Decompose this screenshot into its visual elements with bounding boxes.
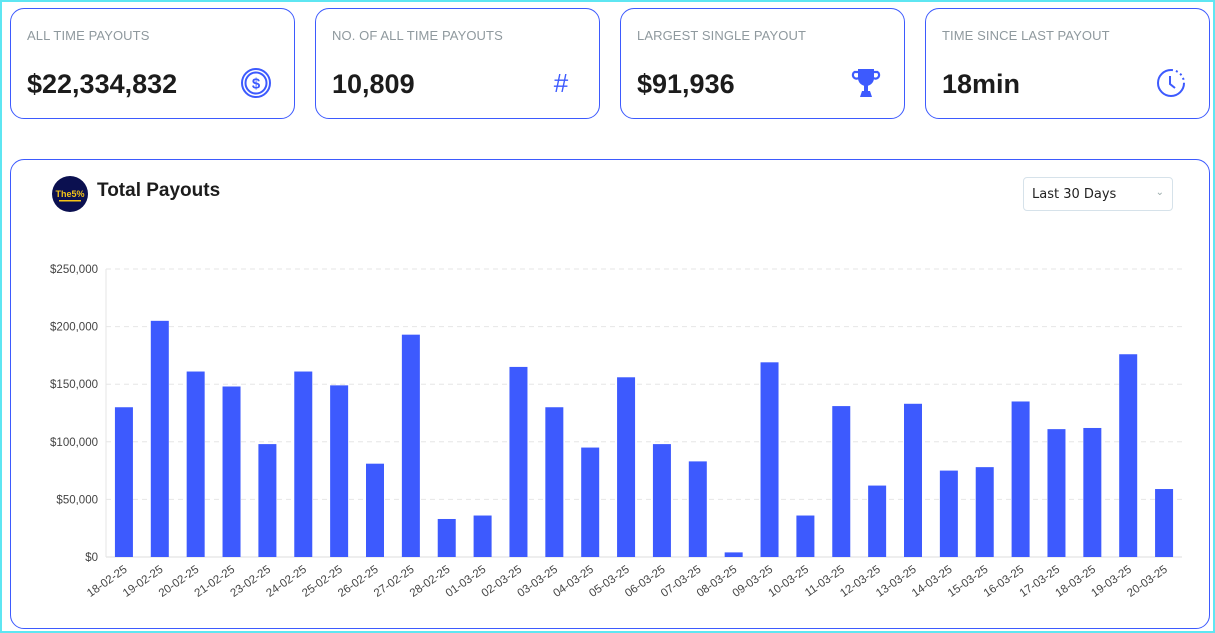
bar (796, 515, 815, 557)
brand-logo: The5% (52, 176, 88, 212)
y-tick-label: $150,000 (50, 379, 98, 391)
y-tick-label: $50,000 (56, 494, 98, 506)
dollar-coin-icon: $ (240, 67, 272, 99)
bar (904, 403, 922, 557)
bar (366, 463, 384, 557)
bar (832, 406, 851, 557)
bar (437, 518, 456, 557)
total-payouts-panel: The5% Total Payouts Last 30 Days ⌄ $0 $50… (10, 159, 1210, 629)
stat-value: $91,936 (637, 69, 735, 99)
bar (509, 366, 528, 557)
bar (1119, 354, 1138, 557)
bar (150, 320, 169, 557)
stat-label: LARGEST SINGLE PAYOUT (637, 28, 806, 43)
y-tick-label: $100,000 (50, 437, 98, 449)
bar (975, 467, 994, 557)
bar (186, 371, 205, 557)
date-range-select[interactable]: Last 30 Days ⌄ (1023, 177, 1173, 211)
stat-value: 18min (942, 69, 1021, 99)
y-tick-label: $250,000 (50, 264, 98, 276)
clock-icon (1155, 67, 1187, 99)
y-tick-label: $200,000 (50, 322, 98, 334)
bar (222, 386, 241, 557)
stat-card-payout-count: NO. OF ALL TIME PAYOUTS 10,809 # (315, 8, 600, 119)
bar (401, 334, 420, 557)
bar (545, 407, 564, 557)
stat-card-largest-payout: LARGEST SINGLE PAYOUT $91,936 (620, 8, 905, 119)
bar (258, 444, 277, 557)
hash-icon: # (553, 67, 569, 98)
y-tick-label: $0 (85, 552, 98, 564)
x-tick-label: 10-03-25 (767, 564, 812, 600)
trophy-icon (850, 67, 882, 99)
stat-label: NO. OF ALL TIME PAYOUTS (332, 28, 503, 43)
stat-card-all-time-payouts: ALL TIME PAYOUTS $22,334,832 $ (10, 8, 295, 119)
stat-value: $22,334,832 (27, 69, 178, 99)
bar (724, 552, 743, 557)
stat-label: ALL TIME PAYOUTS (27, 28, 150, 43)
bar (939, 470, 958, 557)
stat-card-time-since-last: TIME SINCE LAST PAYOUT 18min (925, 8, 1210, 119)
bar (688, 461, 707, 557)
bar (652, 444, 671, 557)
bar (1155, 489, 1174, 557)
bar (473, 515, 492, 557)
bar (330, 385, 349, 557)
bar (581, 447, 600, 557)
stat-label: TIME SINCE LAST PAYOUT (942, 28, 1110, 43)
bar (868, 485, 887, 557)
bar (114, 407, 133, 557)
bar (294, 371, 313, 557)
bar (1083, 427, 1102, 557)
chevron-down-icon: ⌄ (1155, 187, 1164, 198)
bar (1011, 401, 1030, 557)
x-tick-label: 20-03-25 (1125, 564, 1170, 600)
svg-text:The5%: The5% (55, 189, 84, 199)
date-range-value: Last 30 Days (1032, 187, 1117, 202)
chart-title: Total Payouts (97, 180, 221, 201)
bar (617, 377, 636, 557)
bar (1047, 429, 1066, 557)
stat-value: 10,809 (332, 69, 415, 99)
bar-chart: $0 $50,000 $100,000 $150,000 $200,000 $250,00… (50, 264, 1182, 600)
svg-text:$: $ (252, 76, 261, 93)
bar (760, 362, 779, 557)
